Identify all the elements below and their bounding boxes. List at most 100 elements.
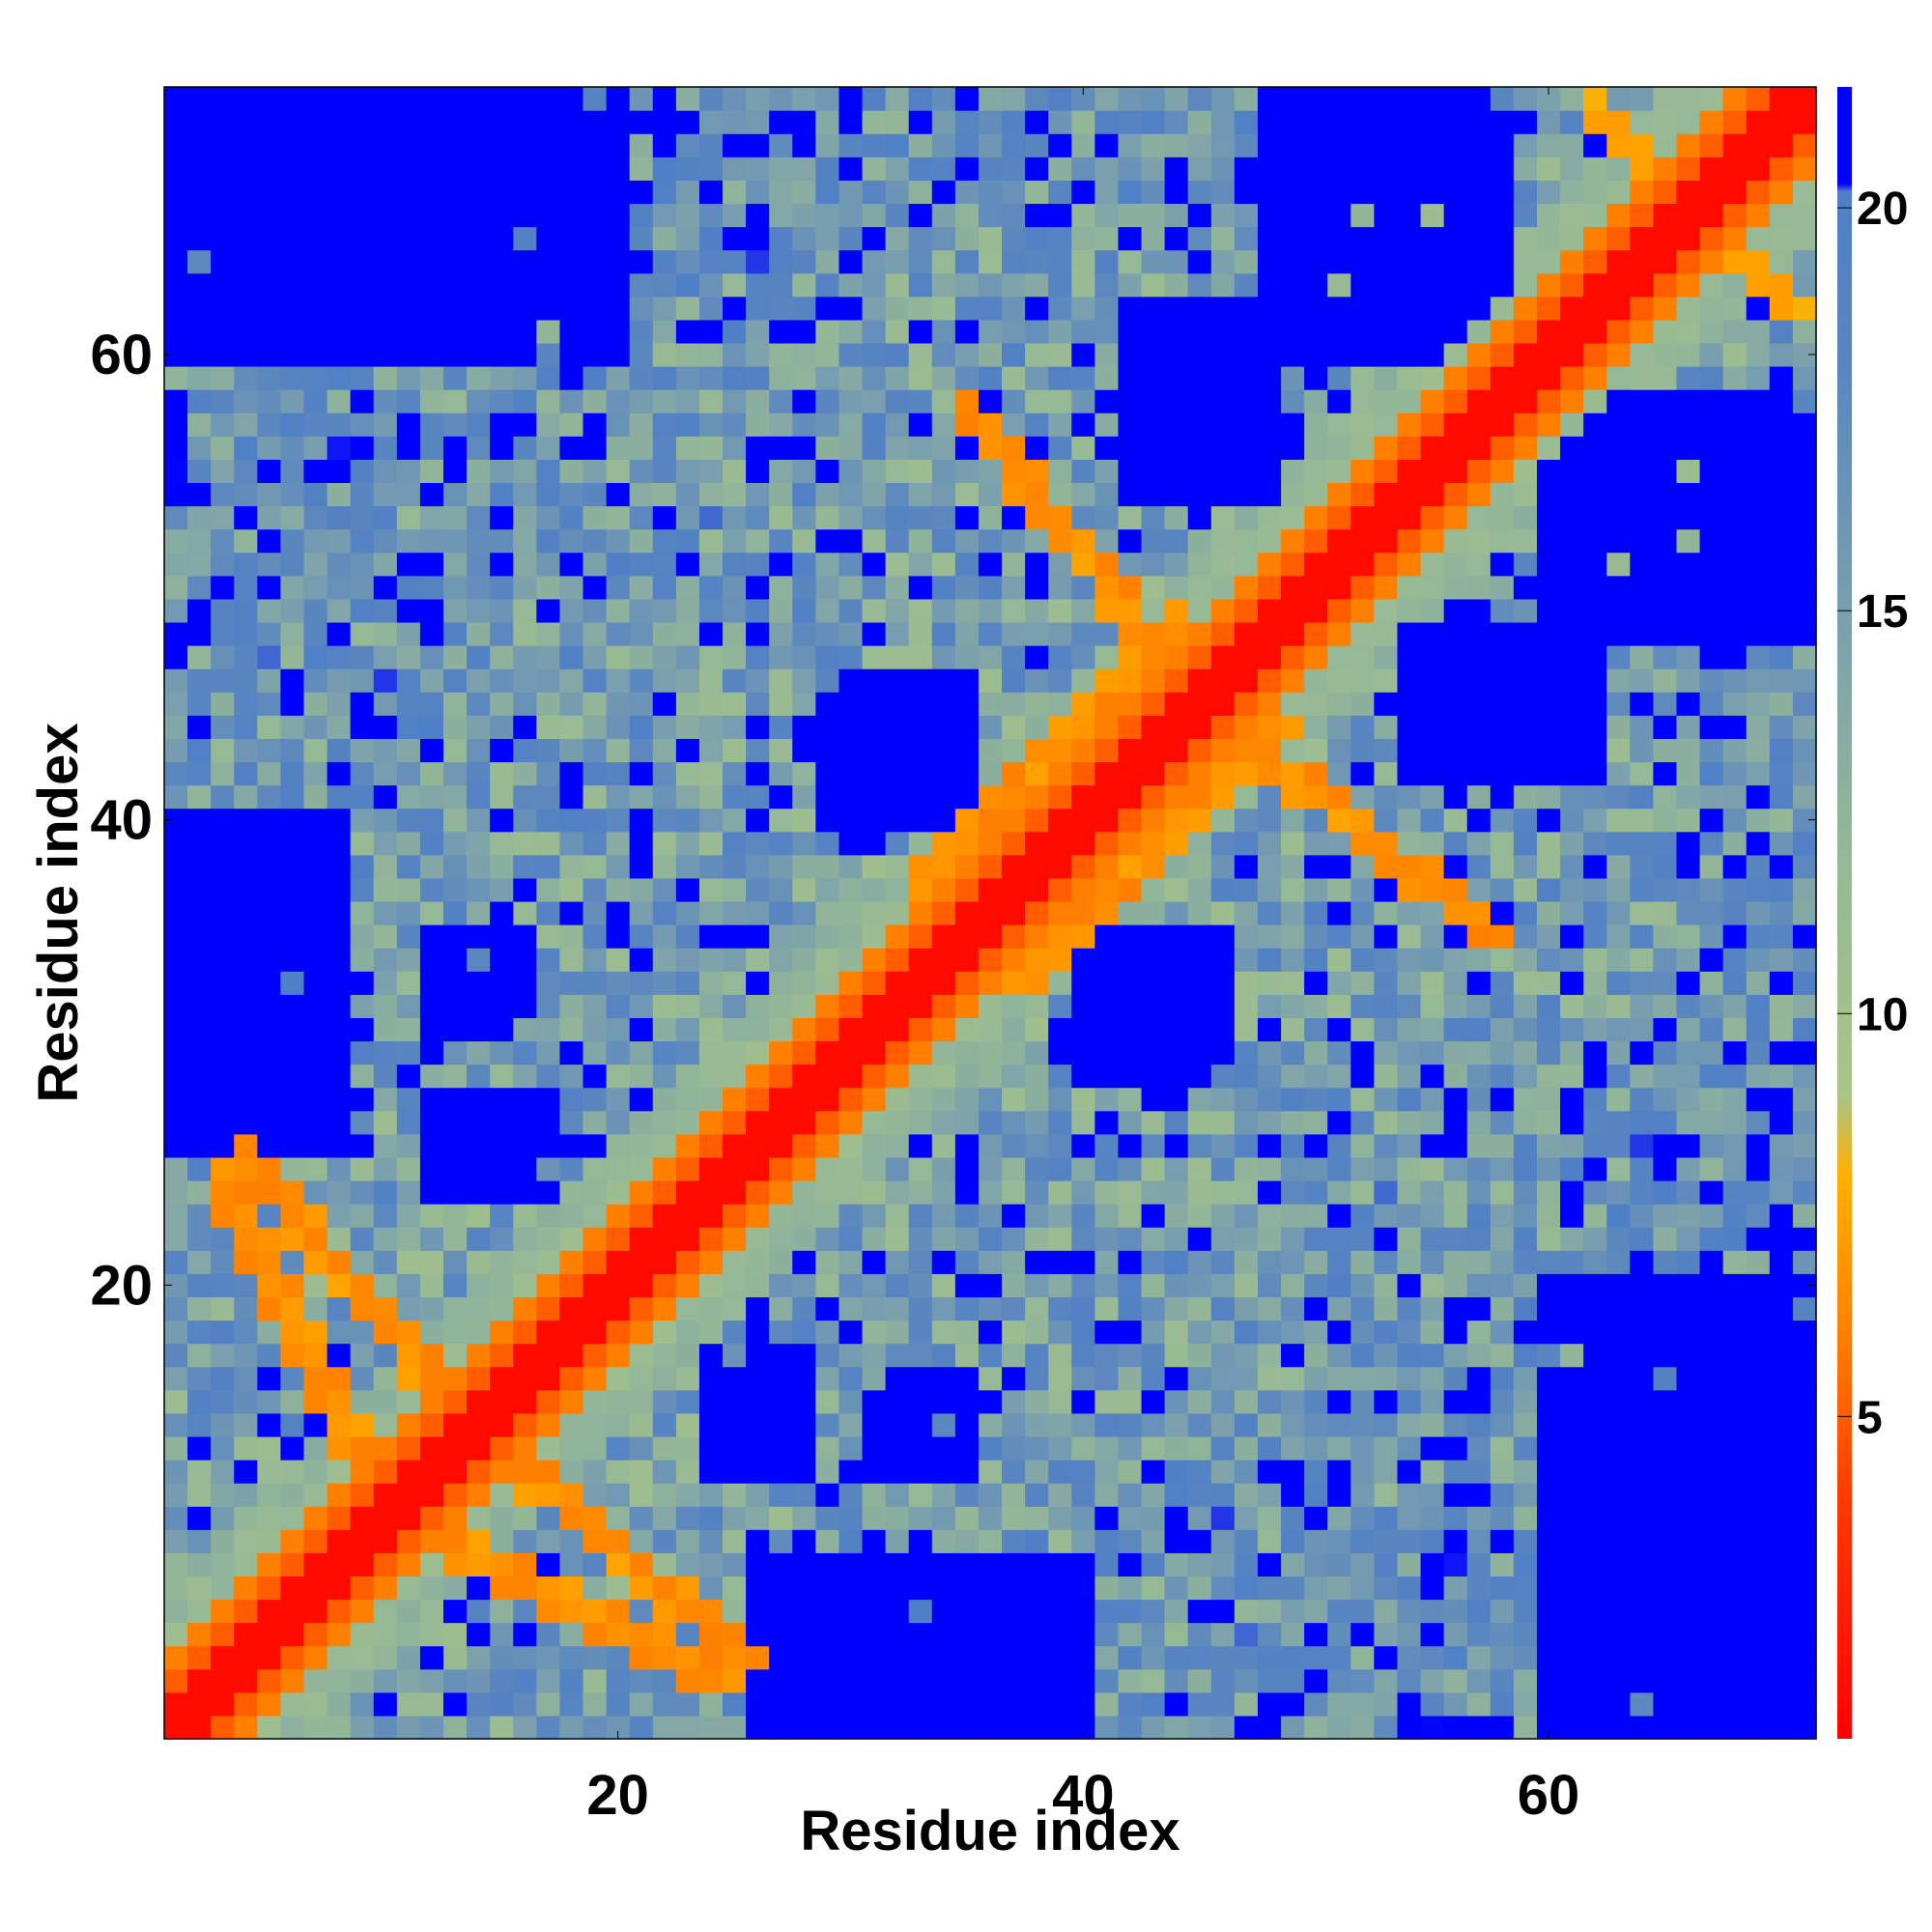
heatmap-cell: [1048, 598, 1072, 623]
heatmap-cell: [698, 272, 724, 298]
heatmap-cell: [1164, 1179, 1189, 1205]
heatmap-cell: [954, 1435, 980, 1461]
heatmap-cell: [908, 1691, 933, 1717]
heatmap-cell: [1118, 1273, 1143, 1297]
heatmap-cell: [1769, 738, 1794, 763]
heatmap-cell: [1327, 971, 1351, 995]
heatmap-cell: [350, 761, 375, 786]
heatmap-cell: [1769, 482, 1794, 507]
heatmap-cell: [1443, 1506, 1468, 1530]
heatmap-cell: [327, 1040, 352, 1065]
heatmap-cell: [234, 784, 258, 810]
heatmap-cell: [1769, 249, 1794, 274]
heatmap-cell: [536, 1412, 561, 1437]
heatmap-cell: [1048, 1040, 1072, 1065]
heatmap-cell: [1536, 1435, 1561, 1461]
heatmap-cell: [350, 1179, 375, 1205]
heatmap-cell: [606, 528, 631, 554]
heatmap-cell: [652, 924, 677, 949]
heatmap-cell: [303, 1599, 328, 1624]
heatmap-cell: [559, 366, 584, 390]
heatmap-cell: [1676, 877, 1701, 902]
heatmap-cell: [582, 784, 608, 810]
heatmap-cell: [1118, 1227, 1143, 1251]
heatmap-cell: [652, 1204, 677, 1228]
heatmap-cell: [396, 389, 421, 413]
heatmap-cell: [164, 389, 188, 413]
heatmap-cell: [1513, 482, 1538, 507]
heatmap-cell: [606, 436, 631, 460]
heatmap-cell: [1164, 1412, 1189, 1437]
heatmap-cell: [931, 1250, 956, 1274]
heatmap-cell: [1025, 1110, 1049, 1135]
heatmap-cell: [582, 110, 608, 134]
heatmap-cell: [1699, 645, 1724, 669]
heatmap-cell: [1490, 715, 1515, 739]
heatmap-cell: [396, 459, 421, 484]
heatmap-cell: [582, 342, 608, 367]
heatmap-cell: [838, 692, 864, 716]
heatmap-cell: [1374, 1087, 1399, 1112]
heatmap-cell: [1490, 226, 1515, 251]
heatmap-cell: [1420, 1156, 1445, 1181]
heatmap-cell: [1071, 296, 1095, 321]
heatmap-cell: [1048, 1622, 1072, 1647]
heatmap-cell: [1769, 1459, 1794, 1484]
heatmap-cell: [1374, 87, 1399, 111]
heatmap-cell: [1234, 1087, 1259, 1112]
heatmap-cell: [1769, 1435, 1794, 1461]
heatmap-cell: [467, 1064, 491, 1089]
heatmap-cell: [954, 1156, 980, 1181]
heatmap-cell: [1187, 436, 1212, 460]
heatmap-cell: [396, 505, 421, 530]
heatmap-cell: [1769, 1040, 1794, 1065]
heatmap-cell: [350, 1110, 375, 1135]
heatmap-cell: [723, 552, 747, 577]
heatmap-cell: [1304, 1227, 1328, 1251]
heatmap-cell: [1397, 1064, 1422, 1089]
heatmap-cell: [350, 645, 375, 669]
heatmap-cell: [490, 924, 514, 949]
heatmap-cell: [1281, 226, 1305, 251]
heatmap-cell: [698, 1179, 724, 1205]
heatmap-cell: [1606, 1715, 1631, 1740]
heatmap-cell: [838, 1645, 864, 1670]
heatmap-cell: [1257, 1250, 1282, 1274]
heatmap-cell: [513, 1622, 537, 1647]
heatmap-cell: [1397, 1529, 1422, 1553]
heatmap-cell: [1676, 1156, 1701, 1181]
heatmap-cell: [978, 296, 1003, 321]
heatmap-cell: [1676, 900, 1701, 925]
heatmap-cell: [582, 1064, 608, 1089]
heatmap-cell: [675, 1552, 700, 1577]
heatmap-cell: [1327, 645, 1351, 669]
heatmap-cell: [211, 1110, 235, 1135]
heatmap-cell: [1420, 1506, 1445, 1530]
heatmap-cell: [1118, 180, 1143, 205]
heatmap-cell: [1210, 1668, 1236, 1693]
heatmap-cell: [1350, 1296, 1375, 1321]
heatmap-cell: [559, 552, 584, 577]
heatmap-cell: [769, 808, 793, 833]
heatmap-cell: [350, 1412, 375, 1437]
heatmap-cell: [350, 482, 375, 507]
heatmap-cell: [978, 1040, 1003, 1065]
heatmap-cell: [1141, 808, 1166, 833]
heatmap-cell: [419, 1529, 444, 1553]
heatmap-cell: [467, 249, 491, 274]
heatmap-cell: [467, 1506, 491, 1530]
heatmap-cell: [1164, 1250, 1189, 1274]
heatmap-cell: [234, 1320, 258, 1345]
heatmap-cell: [1420, 342, 1445, 367]
heatmap-cell: [1374, 249, 1399, 274]
heatmap-cell: [1653, 1250, 1678, 1274]
heatmap-cell: [490, 1366, 514, 1391]
heatmap-cell: [1374, 1645, 1399, 1670]
heatmap-cell: [885, 1459, 910, 1484]
heatmap-cell: [1374, 1179, 1399, 1205]
heatmap-cell: [1304, 1645, 1328, 1670]
heatmap-cell: [606, 575, 631, 600]
heatmap-cell: [396, 738, 421, 763]
heatmap-cell: [606, 715, 631, 739]
heatmap-cell: [396, 575, 421, 600]
